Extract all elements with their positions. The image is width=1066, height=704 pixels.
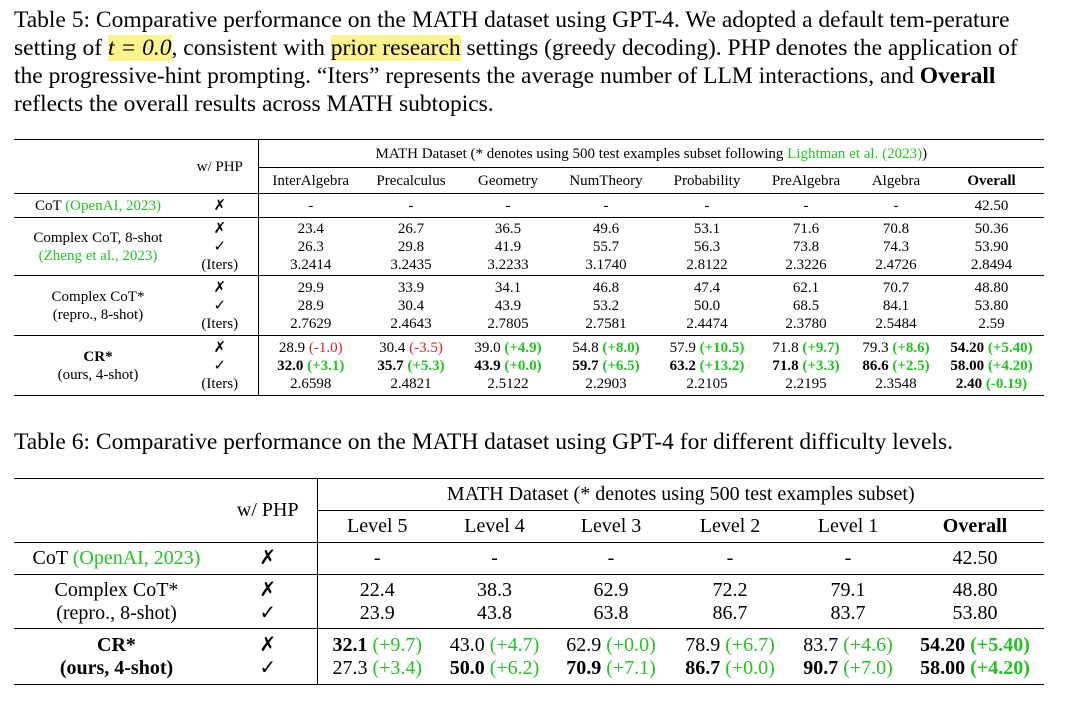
table5-caption-d: reflects the overall results across MATH… (14, 91, 494, 117)
col-precalculus: Precalculus (363, 167, 459, 194)
table5-caption: Table 5: Comparative performance on the … (14, 6, 1052, 118)
table5-caption-lead: Table 5: (14, 7, 91, 33)
table-row: CoT (OpenAI, 2023) ✗ - - - - - - - 42.50 (14, 193, 1045, 218)
zheng-citation[interactable]: (Zheng et al., 2023) (38, 247, 158, 264)
prior-research-highlight: prior research (330, 35, 461, 61)
table5-caption-b: , consistent with (171, 35, 325, 61)
openai-citation[interactable]: (OpenAI, 2023) (65, 197, 161, 214)
method-complex-cot: Complex CoT, 8-shot (Zheng et al., 2023) (14, 217, 182, 276)
table-row: CR* (ours, 4-shot) ✗ ✓ (Iters) 28.9 (-1.0)… (14, 335, 1045, 396)
table5-group-header: MATH Dataset (* denotes using 500 test e… (258, 139, 1045, 168)
method-cr: CR* (ours, 4-shot) (14, 335, 182, 396)
col-level5: Level 5 (317, 510, 437, 543)
method-complex-cot-repro: Complex CoT* (repro., 8-shot) (14, 275, 182, 336)
table5-caption-bold: Overall (919, 63, 996, 89)
table5-corner (14, 139, 182, 194)
col-overall: Overall (906, 510, 1045, 543)
col-prealgebra: PreAlgebra (759, 167, 853, 194)
method-cot: CoT (OpenAI, 2023) (14, 542, 219, 575)
col-algebra: Algebra (853, 167, 939, 194)
table6-group-header: MATH Dataset (* denotes using 500 test e… (317, 478, 1045, 511)
php-marks: ✗ ✓ (Iters) (182, 275, 259, 336)
table6: w/ PHP MATH Dataset (* denotes using 500… (14, 478, 1045, 685)
table5: w/ PHP MATH Dataset (* denotes using 500… (14, 139, 1045, 396)
php-marks: ✗ ✓ (Iters) (182, 335, 259, 396)
table-row: Complex CoT* (repro., 8-shot) ✗ ✓ 22.4 23.9… (14, 574, 1045, 629)
col-level1: Level 1 (790, 510, 906, 543)
col-geometry: Geometry (459, 167, 557, 194)
table5-wphp-header: w/ PHP (182, 139, 259, 194)
temperature-highlight: t = 0.0 (108, 35, 172, 61)
table5-caption-c: settings (greedy decoding). PHP denotes … (14, 35, 1018, 89)
col-level2: Level 2 (670, 510, 790, 543)
php-mark: ✗ (182, 193, 259, 218)
col-numtheory: NumTheory (557, 167, 655, 194)
openai-citation[interactable]: (OpenAI, 2023) (72, 547, 201, 569)
col-level4: Level 4 (437, 510, 552, 543)
method-cot: CoT (OpenAI, 2023) (14, 193, 182, 218)
col-overall: Overall (939, 167, 1045, 194)
col-level3: Level 3 (552, 510, 670, 543)
table-row: Complex CoT, 8-shot (Zheng et al., 2023)… (14, 217, 1045, 276)
table6-corner (14, 478, 219, 543)
table5-caption-a: Comparative performance on the MATH data… (14, 7, 1010, 61)
table6-caption: Table 6: Comparative performance on the … (14, 429, 953, 455)
table6-wphp-header: w/ PHP (219, 478, 318, 543)
col-probability: Probability (655, 167, 759, 194)
method-cr: CR* (ours, 4-shot) (14, 628, 219, 685)
table-row: CoT (OpenAI, 2023) ✗ - - - - - 42.50 (14, 542, 1045, 575)
table6-column-headers: Level 5 Level 4 Level 3 Level 2 Level 1 … (14, 510, 1045, 543)
table-row: CR* (ours, 4-shot) ✗ ✓ 32.1 (+9.7) 27.3 (+… (14, 628, 1045, 685)
col-interalgebra: InterAlgebra (258, 167, 363, 194)
lightman-citation[interactable]: Lightman et al. (2023) (787, 145, 923, 162)
table-row: Complex CoT* (repro., 8-shot) ✗ ✓ (Iters) … (14, 275, 1045, 336)
method-complex-cot-repro: Complex CoT* (repro., 8-shot) (14, 574, 219, 629)
table5-column-headers: InterAlgebra Precalculus Geometry NumThe… (14, 167, 1045, 194)
php-marks: ✗ ✓ (Iters) (182, 217, 259, 276)
